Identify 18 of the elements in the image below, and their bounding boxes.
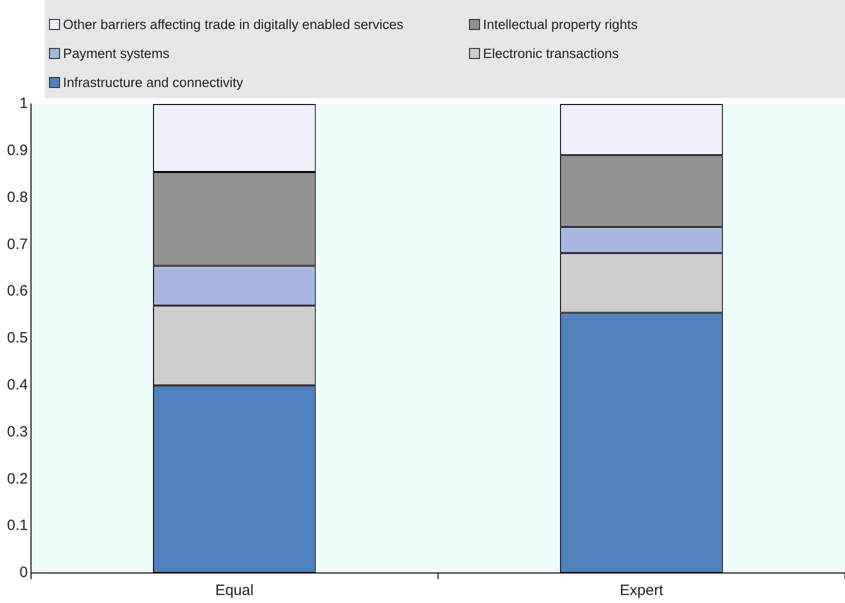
x-tick-label: Expert	[620, 582, 664, 600]
y-tick-label: 1	[20, 95, 28, 112]
y-tick-label: 0.6	[6, 282, 28, 300]
y-tick-label: 0.7	[6, 236, 28, 253]
y-tick-label: 0.3	[6, 423, 28, 440]
y-tick-label: 0.2	[6, 470, 28, 488]
legend-label: Electronic transactions	[483, 46, 619, 61]
legend-label: Other barriers affecting trade in digitally enabled services	[63, 17, 404, 32]
y-tick-label: 0.5	[6, 330, 28, 347]
legend-label: Infrastructure and connectivity	[63, 75, 244, 90]
y-tick-label: 0.1	[6, 517, 28, 534]
y-tick-label: 0.8	[6, 188, 28, 206]
x-tick-label: Equal	[215, 582, 254, 600]
y-tick-label: 0.9	[6, 142, 28, 160]
y-tick-label: 0	[20, 564, 28, 582]
legend-label: Payment systems	[63, 46, 170, 61]
legend-label: Intellectual property rights	[483, 17, 638, 32]
y-tick-label: 0.4	[6, 376, 28, 394]
